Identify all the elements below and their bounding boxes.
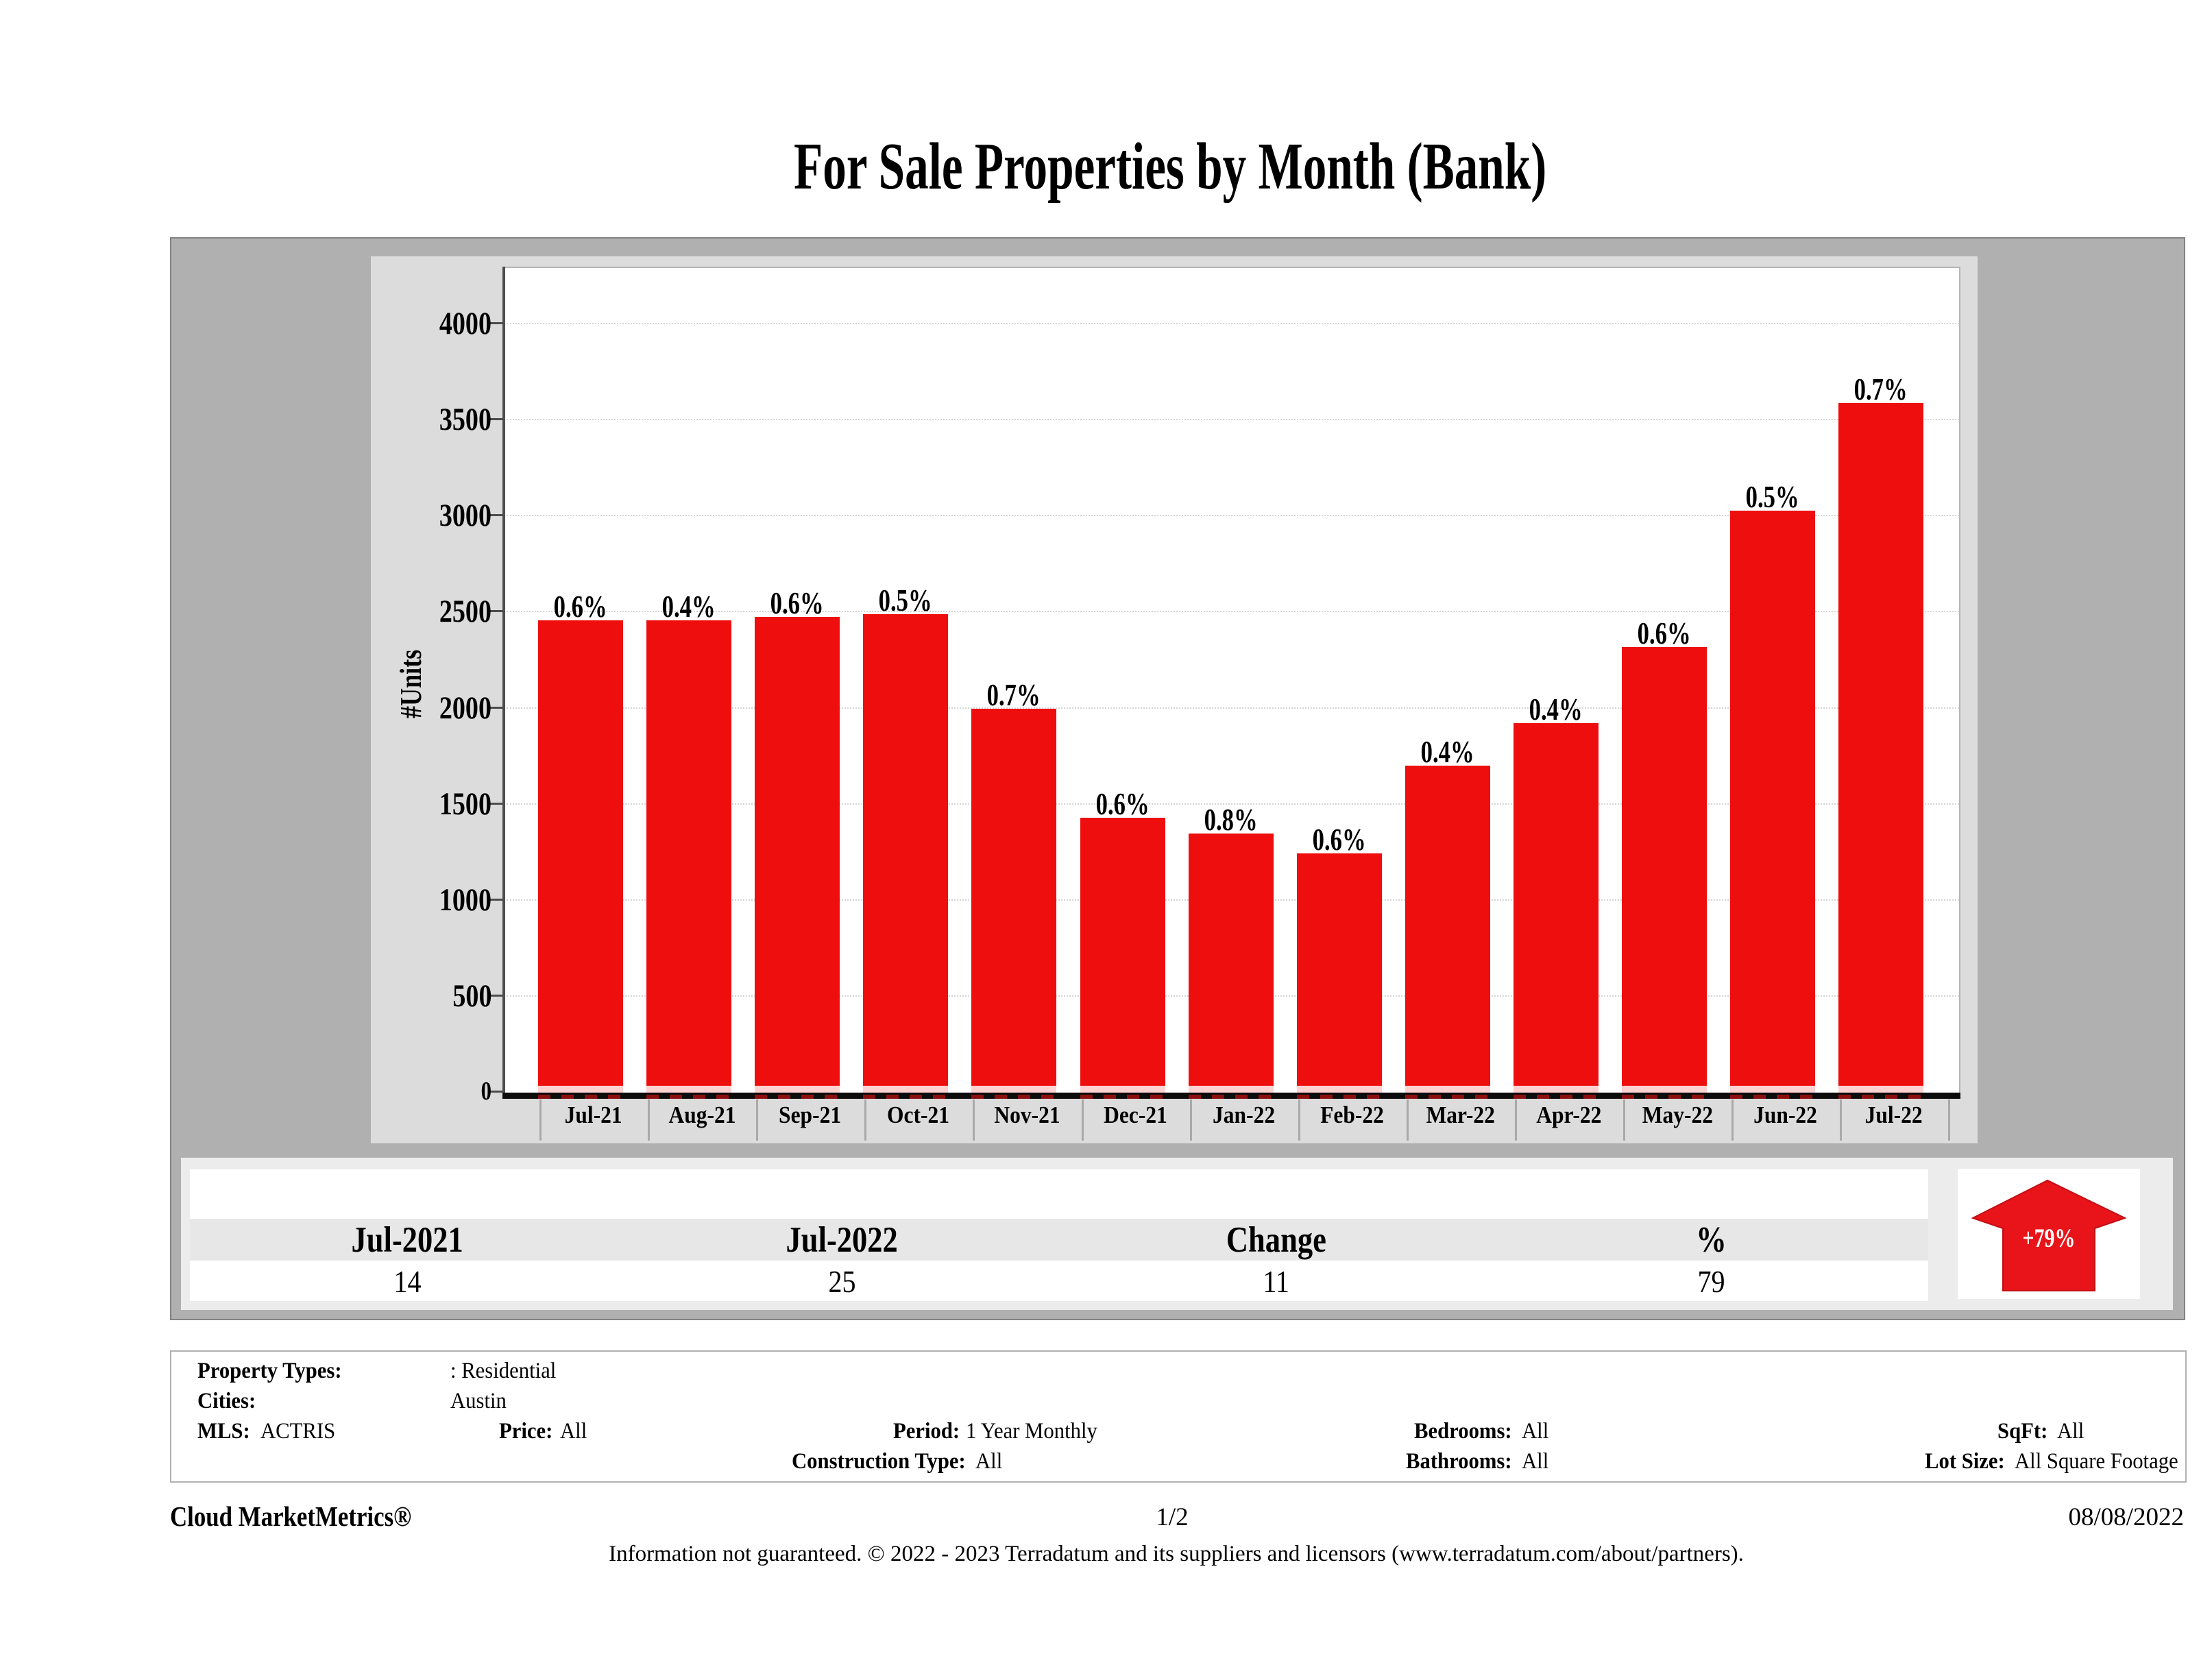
svg-text:+79%: +79% <box>2022 1223 2075 1253</box>
